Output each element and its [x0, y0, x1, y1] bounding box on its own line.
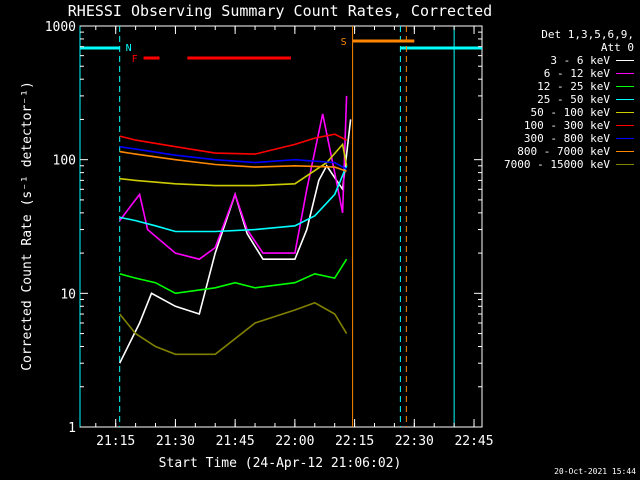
legend-item: 25 - 50 keV — [464, 93, 634, 106]
legend-swatch — [616, 86, 634, 87]
legend-item: 300 - 800 keV — [464, 132, 634, 145]
series-line-6 — [119, 145, 347, 170]
legend-item: 12 - 25 keV — [464, 80, 634, 93]
legend-item: 800 - 7000 keV — [464, 145, 634, 158]
legend-label: 12 - 25 keV — [537, 80, 610, 93]
legend-item: 6 - 12 keV — [464, 67, 634, 80]
x-tick-label: 21:45 — [216, 434, 255, 449]
x-tick-label: 22:15 — [335, 434, 374, 449]
legend-swatch — [616, 151, 634, 152]
chart-title: RHESSI Observing Summary Count Rates, Co… — [68, 2, 492, 20]
legend-label: 800 - 7000 keV — [517, 145, 610, 158]
series-line-5 — [119, 133, 347, 155]
legend-label: 3 - 6 keV — [550, 54, 610, 67]
legend-title-line-1: Det 1,3,5,6,9, — [541, 28, 634, 41]
legend-item: 3 - 6 keV — [464, 54, 634, 67]
legend: Det 1,3,5,6,9, Att 0 3 - 6 keV 6 - 12 keV… — [464, 28, 634, 171]
annotation-layer: NF S — [79, 26, 482, 427]
timestamp: 20-Oct-2021 15:44 — [554, 467, 636, 476]
series-line-3 — [119, 165, 348, 233]
legend-swatch — [616, 99, 634, 100]
annotation-label-0: N — [126, 43, 132, 54]
series-line-1 — [119, 95, 348, 261]
series-line-7 — [119, 150, 347, 172]
legend-title-line-2: Att 0 — [600, 41, 634, 54]
y-tick-label: 1 — [68, 421, 76, 436]
series-line-0 — [118, 119, 352, 364]
legend-label: 50 - 100 keV — [530, 106, 610, 119]
x-tick-label: 22:30 — [395, 434, 434, 449]
x-tick-label: 22:00 — [275, 434, 314, 449]
legend-item: 50 - 100 keV — [464, 106, 634, 119]
legend-swatch — [616, 164, 634, 165]
series-line-2 — [119, 258, 348, 295]
annotation-label-3: S — [341, 37, 347, 48]
x-tick-label: 21:30 — [156, 434, 195, 449]
x-tick-label: 22:45 — [454, 434, 493, 449]
legend-label: 25 - 50 keV — [537, 93, 610, 106]
y-tick-label: 100 — [53, 154, 76, 169]
y-tick-label: 1000 — [45, 20, 76, 35]
legend-item: 100 - 300 keV — [464, 119, 634, 132]
series-layer — [118, 95, 352, 364]
series-line-8 — [119, 301, 348, 356]
series-line-4 — [119, 142, 348, 187]
legend-swatch — [616, 60, 634, 61]
legend-item: 7000 - 15000 keV — [464, 158, 634, 171]
y-tick-label: 10 — [60, 287, 76, 302]
legend-label: 100 - 300 keV — [523, 119, 610, 132]
legend-swatch — [616, 125, 634, 126]
x-axis-label: Start Time (24-Apr-12 21:06:02) — [159, 456, 402, 471]
legend-rows: 3 - 6 keV 6 - 12 keV 12 - 25 keV 25 - 50 ke… — [464, 54, 634, 171]
legend-swatch — [616, 138, 634, 139]
annotation-label-2: F — [132, 54, 138, 65]
x-tick-label: 21:15 — [96, 434, 135, 449]
y-axis-label: Corrected Count Rate (s⁻¹ detector⁻¹) — [20, 81, 35, 371]
legend-label: 300 - 800 keV — [523, 132, 610, 145]
legend-swatch — [616, 112, 634, 113]
legend-label: 7000 - 15000 keV — [504, 158, 610, 171]
legend-swatch — [616, 73, 634, 74]
axis-layer: 21:15 21:30 21:45 22:00 22:15 22:30 22:45 1 10 10… — [45, 20, 494, 449]
legend-label: 6 - 12 keV — [543, 67, 610, 80]
